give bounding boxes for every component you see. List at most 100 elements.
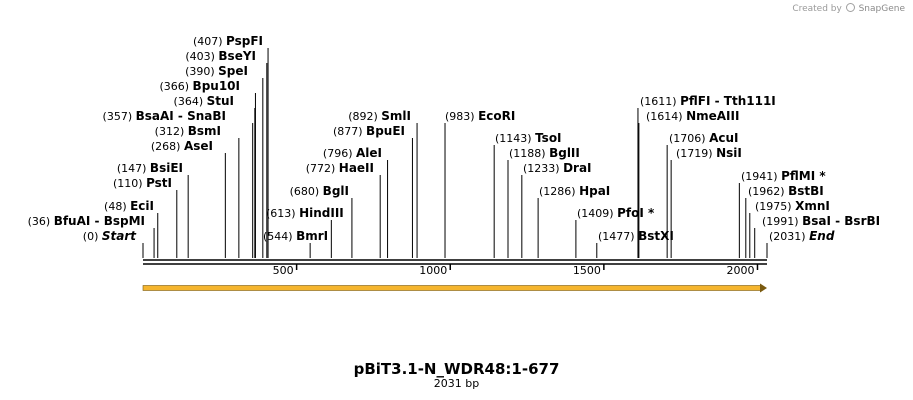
site-position: (110): [113, 177, 146, 190]
restriction-site[interactable]: (544) BmrI: [263, 229, 328, 243]
site-position: (1233): [523, 162, 563, 175]
site-label: (983) EcoRI: [445, 109, 515, 123]
site-position: (1706): [669, 132, 709, 145]
site-position: (2031): [769, 230, 809, 243]
restriction-site[interactable]: (613) HindIII: [266, 206, 344, 220]
restriction-site[interactable]: (1941) PflMI *: [741, 169, 826, 183]
map-title: pBiT3.1-N_WDR48:1-677: [353, 360, 560, 378]
site-label: (1233) DraI: [523, 161, 592, 175]
site-label: (680) BglI: [290, 184, 349, 198]
site-position: (1719): [676, 147, 716, 160]
site-name: HindIII: [299, 206, 344, 220]
site-label: (390) SpeI: [185, 64, 248, 78]
restriction-site[interactable]: (1477) BstXI: [598, 229, 674, 243]
site-name: EcoRI: [478, 109, 515, 123]
axis-ticks: 500 1000 1500 2000: [273, 264, 759, 277]
site-position: (407): [193, 35, 226, 48]
restriction-site[interactable]: (366) Bpu10I: [159, 79, 240, 93]
site-label: (1477) BstXI: [598, 229, 674, 243]
restriction-site[interactable]: (1143) TsoI: [495, 131, 562, 145]
site-name: SnaBI: [187, 109, 226, 123]
site-name: BstBI: [788, 184, 824, 198]
site-name: NsiI: [716, 146, 742, 160]
restriction-site[interactable]: (48) EciI: [104, 199, 154, 213]
site-name: SpeI: [218, 64, 248, 78]
site-position: (1991): [762, 215, 802, 228]
site-label: (403) BseYI: [185, 49, 256, 63]
restriction-site[interactable]: (772) HaeII: [306, 161, 374, 175]
site-position: (268): [151, 140, 184, 153]
site-name: BglII: [549, 146, 580, 160]
restriction-site[interactable]: (147) BsiEI: [117, 161, 183, 175]
site-name: XmnI: [795, 199, 830, 213]
restriction-site[interactable]: (877) BpuEI: [333, 124, 405, 138]
snapgene-logo-icon: [845, 3, 855, 12]
restriction-site[interactable]: (312) BsmI: [155, 124, 221, 138]
site-name: AseI: [184, 139, 213, 153]
restriction-site[interactable]: (364) StuI: [174, 94, 234, 108]
site-label: (1286) HpaI: [539, 184, 610, 198]
axis-tick: 1000: [419, 264, 451, 277]
site-label: (613) HindIII: [266, 206, 344, 220]
site-name: PfoI *: [617, 206, 655, 220]
restriction-site[interactable]: (1286) HpaI: [539, 184, 610, 198]
site-name: BsmI: [188, 124, 221, 138]
restriction-site[interactable]: (892) SmlI: [348, 109, 411, 123]
site-label: (544) BmrI: [263, 229, 328, 243]
site-label: (36) BfuAI - BspMI: [28, 214, 145, 228]
site-position: (613): [266, 207, 299, 220]
site-name: BmrI: [296, 229, 328, 243]
site-position: (403): [185, 50, 218, 63]
tick-label: 1000: [419, 264, 447, 277]
restriction-site[interactable]: (680) BglI: [290, 184, 349, 198]
site-position: (1188): [509, 147, 549, 160]
site-position: (364): [174, 95, 207, 108]
site-separator: -: [831, 214, 844, 228]
restriction-site[interactable]: (1975) XmnI: [755, 199, 830, 213]
site-name: BglI: [323, 184, 349, 198]
site-name: BseYI: [218, 49, 256, 63]
restriction-site[interactable]: (1614) NmeAIII: [646, 109, 739, 123]
site-label: (1941) PflMI *: [741, 169, 826, 183]
restriction-site[interactable]: (110) PstI: [113, 176, 172, 190]
restriction-site[interactable]: (2031) End: [769, 229, 835, 243]
credit-prefix: Created by: [792, 4, 842, 14]
restriction-site[interactable]: (1991) BsaI - BsrBI: [762, 214, 880, 228]
site-name: BspMI: [104, 214, 145, 228]
site-leader-lines: [142, 48, 768, 258]
axis-tick: 1500: [573, 264, 605, 277]
restriction-site[interactable]: (1719) NsiI: [676, 146, 742, 160]
restriction-site[interactable]: (357) BsaAI - SnaBI: [103, 109, 226, 123]
restriction-site[interactable]: (1706) AcuI: [669, 131, 739, 145]
site-position: (357): [103, 110, 136, 123]
restriction-site[interactable]: (407) PspFI: [193, 34, 263, 48]
site-label: (877) BpuEI: [333, 124, 405, 138]
site-label: (366) Bpu10I: [159, 79, 240, 93]
restriction-site[interactable]: (1962) BstBI: [748, 184, 824, 198]
site-label: (312) BsmI: [155, 124, 221, 138]
site-label: (1962) BstBI: [748, 184, 824, 198]
site-name: BsaI: [802, 214, 831, 228]
restriction-site[interactable]: (268) AseI: [151, 139, 213, 153]
site-name: PflMI *: [781, 169, 826, 183]
site-position: (0): [83, 230, 102, 243]
site-position: (390): [185, 65, 218, 78]
restriction-site[interactable]: (983) EcoRI: [445, 109, 515, 123]
restriction-site[interactable]: (1409) PfoI *: [577, 206, 655, 220]
site-position: (1409): [577, 207, 617, 220]
site-label: (2031) End: [769, 229, 835, 243]
restriction-site[interactable]: (1233) DraI: [523, 161, 592, 175]
restriction-site[interactable]: (390) SpeI: [185, 64, 248, 78]
site-label: (1719) NsiI: [676, 146, 742, 160]
restriction-site[interactable]: (403) BseYI: [185, 49, 256, 63]
restriction-site[interactable]: (36) BfuAI - BspMI: [28, 214, 145, 228]
feature-arrowhead: [760, 283, 767, 293]
restriction-site[interactable]: (1611) PflFI - Tth111I: [640, 94, 776, 108]
restriction-site[interactable]: (1188) BglII: [509, 146, 580, 160]
site-label: (1143) TsoI: [495, 131, 562, 145]
site-separator: -: [710, 94, 723, 108]
site-name: AleI: [356, 146, 382, 160]
feature-arrow[interactable]: [142, 283, 767, 293]
restriction-site[interactable]: (796) AleI: [323, 146, 382, 160]
restriction-site[interactable]: (0) Start: [83, 229, 137, 243]
